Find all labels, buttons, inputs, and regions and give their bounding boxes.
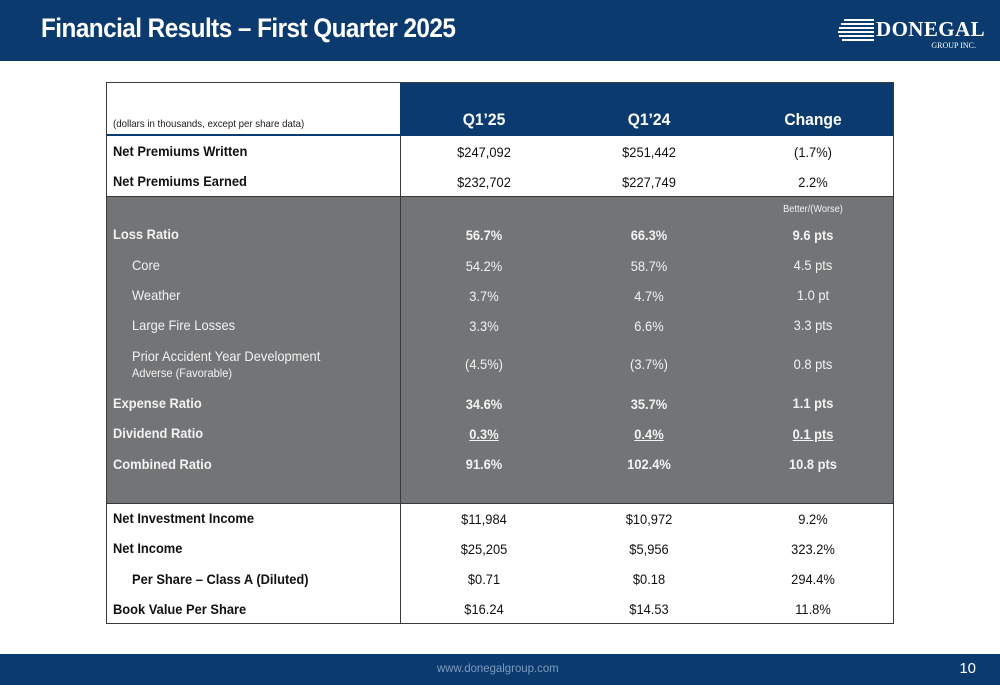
value-q124: 35.7% [630,396,668,412]
header-band [400,83,893,136]
value-q125: $11,984 [461,511,507,527]
row-label: Core [132,257,160,273]
row-sublabel: Adverse (Favorable) [132,366,233,380]
row-label: Book Value Per Share [113,601,247,617]
value-change: 11.8% [795,601,831,617]
results-table: (dollars in thousands, except per share … [106,82,894,624]
value-q125: 34.6% [465,396,503,412]
donegal-logo: DONEGAL GROUP INC. [838,15,985,55]
value-q124: (3.7%) [630,356,668,372]
col-header-change: Change [784,110,842,129]
value-change: 3.3 pts [793,317,833,333]
value-q125: $25,205 [460,541,508,557]
row-label: Weather [132,287,181,303]
units-note: (dollars in thousands, except per share … [113,118,305,130]
title-bar: Financial Results – First Quarter 2025 D… [0,0,1000,61]
logo-subtitle: GROUP INC. [931,41,976,50]
value-q124: $14.53 [629,601,669,617]
value-change: (1.7%) [794,144,832,160]
value-q125: 56.7% [465,227,503,243]
row-label: Net Investment Income [113,510,255,526]
value-change: 0.1 pts [792,426,834,442]
row-label: Large Fire Losses [132,317,236,333]
value-q125: 0.3% [469,426,499,442]
better-worse-note: Better/(Worse) [783,204,843,215]
row-divider-bottom [107,503,893,504]
value-q125: 3.3% [469,318,499,334]
value-q124: 4.7% [634,288,664,304]
row-label: Loss Ratio [113,226,179,242]
row-label: Prior Accident Year Development [132,348,321,364]
value-q124: $251,442 [622,144,676,160]
table-header: (dollars in thousands, except per share … [107,83,893,136]
website-link[interactable]: www.donegalgroup.com [437,661,559,675]
value-q125: 91.6% [465,456,503,472]
value-q124: 66.3% [630,227,668,243]
value-q125: 3.7% [469,288,499,304]
row-label: Expense Ratio [113,395,202,411]
row-label: Combined Ratio [113,456,212,472]
value-q124: 102.4% [627,456,671,472]
value-q124: 0.4% [634,426,664,442]
value-q125: 54.2% [465,258,503,274]
ratio-band [107,197,893,503]
page-number: 10 [959,660,976,677]
value-change: 9.2% [798,511,828,527]
footer-bar: www.donegalgroup.com 10 [0,654,1000,685]
column-divider [400,136,401,623]
value-change: 4.5 pts [793,257,833,273]
col-header-q125: Q1’25 [462,110,506,129]
col-header-q124: Q1’24 [627,110,671,129]
value-q124: $5,956 [629,541,669,557]
row-label: Net Income [113,540,183,556]
value-q125: $247,092 [457,144,511,160]
value-change: 9.6 pts [792,227,834,243]
header-underline [107,134,400,136]
value-q124: $227,749 [622,174,676,190]
value-q124: $0.18 [632,571,666,587]
value-change: 0.8 pts [793,356,833,372]
value-q124: 58.7% [630,258,668,274]
value-q124: $10,972 [625,511,673,527]
row-divider-top [107,196,893,197]
row-label: Dividend Ratio [113,425,204,441]
value-q125: $16.24 [464,601,504,617]
value-q125: $232,702 [457,174,511,190]
value-q124: 6.6% [634,318,664,334]
logo-wordmark: DONEGAL [876,17,985,41]
value-q125: (4.5%) [465,356,503,372]
value-q125: $0.71 [467,571,501,587]
row-label: Net Premiums Earned [113,173,247,189]
page-title: Financial Results – First Quarter 2025 [41,13,456,43]
value-change: 294.4% [791,571,835,587]
row-label: Per Share – Class A (Diluted) [132,571,309,587]
value-change: 2.2% [798,174,828,190]
value-change: 1.1 pts [792,395,834,411]
logo-stripes-icon [838,19,874,41]
row-label: Net Premiums Written [113,143,248,159]
value-change: 323.2% [791,541,835,557]
value-change: 10.8 pts [789,456,837,472]
value-change: 1.0 pt [796,287,830,303]
